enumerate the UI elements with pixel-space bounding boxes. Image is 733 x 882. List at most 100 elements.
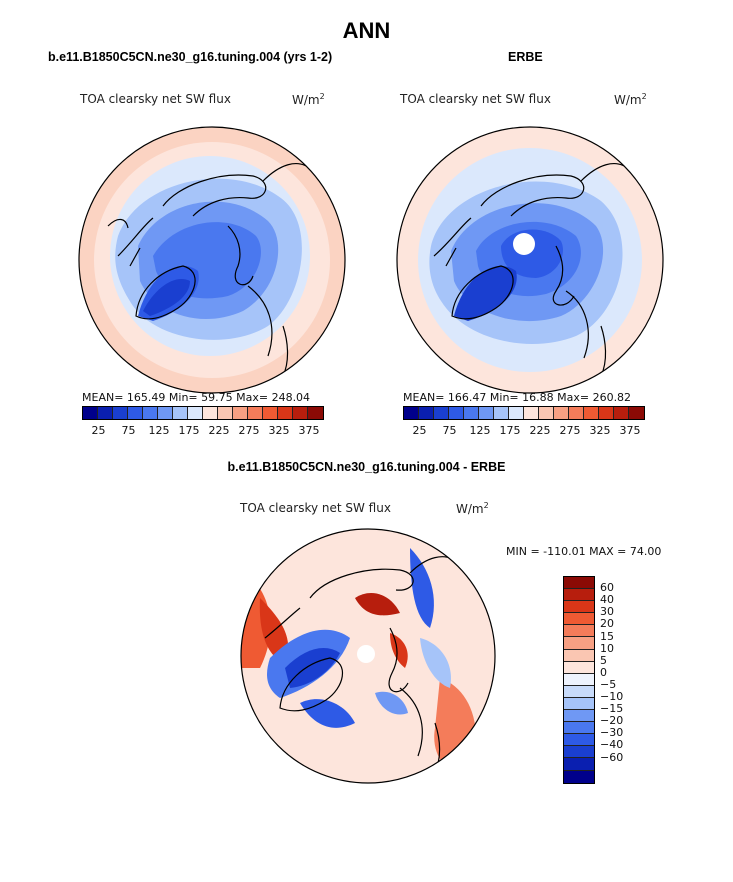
left-field-name: TOA clearsky net SW flux [80,92,231,106]
colorbar-swatch [564,746,594,759]
colorbar-swatch [564,734,594,747]
right-case-title: ERBE [508,50,543,64]
diff-units: W/m2 [456,501,489,516]
colorbar-tick-label: −40 [600,738,624,752]
colorbar-swatch [564,685,594,698]
colorbar-swatch [564,577,594,590]
colorbar-tick-label: 275 [238,424,260,437]
colorbar-swatch [599,407,614,419]
colorbar-swatch [614,407,629,419]
colorbar-tick-label: 10 [600,641,614,655]
colorbar-swatch [554,407,569,419]
colorbar-swatch [539,407,554,419]
colorbar-tick-label: 25 [412,424,427,437]
right-colorbar [403,406,645,420]
colorbar-swatch [113,407,128,419]
diff-colorbar [563,576,595,784]
colorbar-tick-label: −10 [600,690,624,703]
colorbar-swatch [524,407,539,419]
colorbar-tick-label: 30 [600,605,614,619]
colorbar-tick-label: 125 [148,424,170,437]
colorbar-tick-label: −60 [600,750,624,764]
colorbar-swatch [218,407,233,419]
colorbar-tick-label: 375 [619,424,641,437]
colorbar-swatch [173,407,188,419]
colorbar-swatch [564,673,594,686]
colorbar-swatch [158,407,173,419]
right-field-name: TOA clearsky net SW flux [400,92,551,106]
colorbar-tick-label: 325 [268,424,290,437]
colorbar-swatch [98,407,113,419]
colorbar-tick-label: −15 [600,702,624,716]
colorbar-swatch [128,407,143,419]
right-units: W/m2 [614,92,647,107]
colorbar-swatch [464,407,479,419]
colorbar-tick-label: 325 [589,424,611,437]
diff-colorbar-labels: 60 40 30 20 15 10 5 0 −5 −10 −15 −20 −30 −40 −60 [600,576,640,782]
colorbar-swatch [564,697,594,711]
colorbar-swatch [564,637,594,650]
colorbar-swatch [564,601,594,614]
colorbar-tick-label: −30 [600,726,624,740]
colorbar-tick-label: 5 [600,653,607,667]
colorbar-swatch [434,407,449,419]
diff-field-name: TOA clearsky net SW flux [240,501,391,515]
colorbar-swatch [564,661,594,674]
colorbar-swatch [564,649,594,662]
colorbar-swatch [564,758,594,771]
colorbar-tick-label: 225 [208,424,230,437]
left-polar-map [78,126,346,394]
colorbar-swatch [564,589,594,602]
colorbar-swatch [293,407,308,419]
colorbar-swatch [564,722,594,735]
colorbar-swatch [83,407,98,419]
colorbar-swatch [248,407,263,419]
colorbar-swatch [509,407,524,419]
colorbar-swatch [233,407,248,419]
colorbar-swatch [449,407,464,419]
page-title: ANN [342,18,391,43]
colorbar-tick-label: 75 [121,424,136,437]
diff-polar-map [240,528,496,784]
left-colorbar-labels: 25 75 125 175 225 275 325 375 [82,424,325,438]
right-polar-map [396,126,664,394]
colorbar-swatch [564,710,594,723]
colorbar-swatch [479,407,494,419]
left-colorbar [82,406,324,420]
colorbar-tick-label: 20 [600,617,614,631]
right-stats: MEAN= 166.47 Min= 16.88 Max= 260.82 [403,391,632,404]
colorbar-tick-label: −5 [600,677,617,691]
colorbar-swatch [404,407,419,419]
colorbar-swatch [629,407,644,419]
left-stats: MEAN= 165.49 Min= 59.75 Max= 248.04 [82,391,311,404]
diff-case-title: b.e11.B1850C5CN.ne30_g16.tuning.004 - ER… [227,460,506,474]
colorbar-swatch [419,407,434,419]
colorbar-tick-label: 175 [499,424,521,437]
left-case-title: b.e11.B1850C5CN.ne30_g16.tuning.004 (yrs… [48,50,333,64]
colorbar-tick-label: 40 [600,593,614,607]
colorbar-swatch [494,407,509,419]
colorbar-swatch [308,407,323,419]
colorbar-swatch [203,407,218,419]
colorbar-tick-label: 275 [559,424,581,437]
colorbar-swatch [278,407,293,419]
colorbar-tick-label: 125 [469,424,491,437]
colorbar-swatch [584,407,599,419]
colorbar-tick-label: 15 [600,629,614,643]
colorbar-swatch [263,407,278,419]
colorbar-swatch [564,625,594,638]
colorbar-swatch [143,407,158,419]
colorbar-swatch [188,407,203,419]
colorbar-tick-label: 25 [91,424,106,437]
colorbar-tick-label: 225 [529,424,551,437]
right-colorbar-labels: 25 75 125 175 225 275 325 375 [403,424,646,438]
colorbar-swatch [569,407,584,419]
colorbar-swatch [564,770,594,783]
colorbar-tick-label: 175 [178,424,200,437]
colorbar-tick-label: 375 [298,424,320,437]
diff-minmax: MIN = -110.01 MAX = 74.00 [506,545,662,558]
colorbar-tick-label: −20 [600,714,624,728]
colorbar-tick-label: 0 [600,665,607,679]
left-units: W/m2 [292,92,325,107]
colorbar-tick-label: 60 [600,581,614,595]
